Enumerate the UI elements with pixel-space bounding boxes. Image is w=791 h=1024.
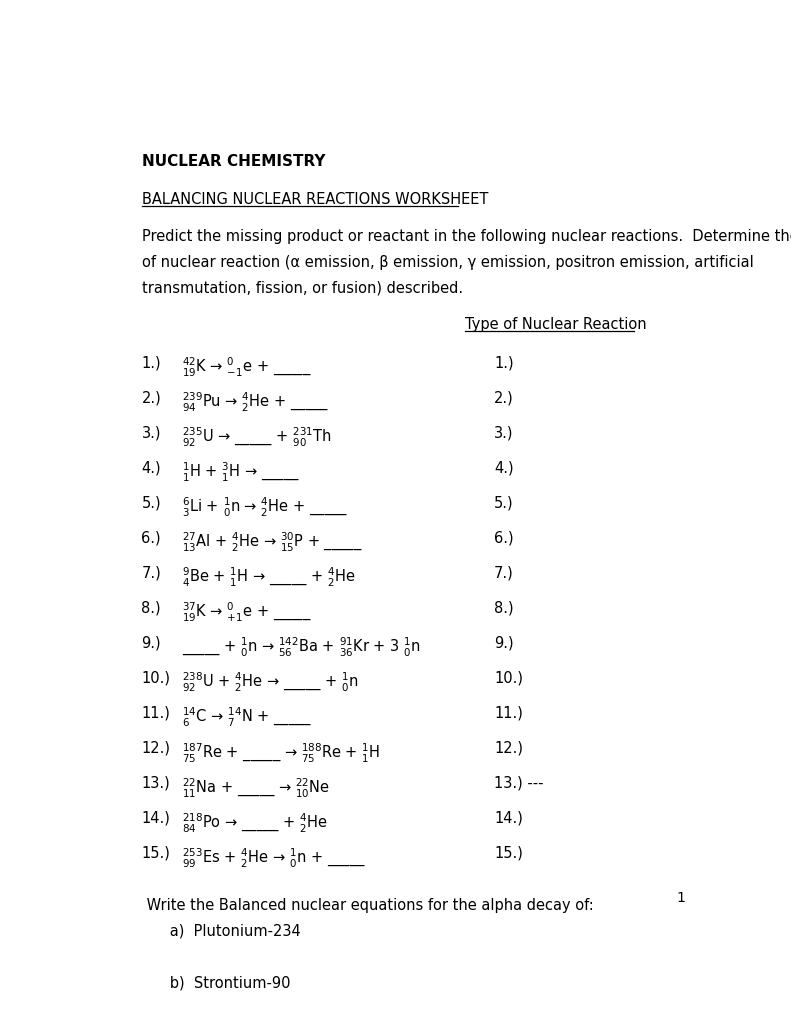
Text: 15.): 15.) <box>142 846 170 861</box>
Text: b)  Strontium-90: b) Strontium-90 <box>142 975 290 990</box>
Text: $^{235}_{92}$U → _____ + $^{231}_{90}$Th: $^{235}_{92}$U → _____ + $^{231}_{90}$Th <box>182 426 331 449</box>
Text: $^{238}_{92}$U + $^{4}_{2}$He → _____ + $^{1}_{0}$n: $^{238}_{92}$U + $^{4}_{2}$He → _____ + … <box>182 671 358 693</box>
Text: $^{37}_{19}$K → $^{0}_{+1}$e + _____: $^{37}_{19}$K → $^{0}_{+1}$e + _____ <box>182 601 312 624</box>
Text: 14.): 14.) <box>142 811 170 826</box>
Text: $^{9}_{4}$Be + $^{1}_{1}$H → _____ + $^{4}_{2}$He: $^{9}_{4}$Be + $^{1}_{1}$H → _____ + $^{… <box>182 565 356 589</box>
Text: 1.): 1.) <box>494 355 513 371</box>
Text: $^{22}_{11}$Na + _____ → $^{22}_{10}$Ne: $^{22}_{11}$Na + _____ → $^{22}_{10}$Ne <box>182 776 330 799</box>
Text: $^{42}_{19}$K → $^{0}_{-1}$e + _____: $^{42}_{19}$K → $^{0}_{-1}$e + _____ <box>182 355 312 378</box>
Text: 8.): 8.) <box>142 601 161 615</box>
Text: 3.): 3.) <box>142 426 161 440</box>
Text: 11.): 11.) <box>142 706 170 721</box>
Text: 8.): 8.) <box>494 601 513 615</box>
Text: $^{1}_{1}$H + $^{3}_{1}$H → _____: $^{1}_{1}$H + $^{3}_{1}$H → _____ <box>182 461 300 483</box>
Text: 9.): 9.) <box>494 636 513 650</box>
Text: 1: 1 <box>676 891 685 905</box>
Text: transmutation, fission, or fusion) described.: transmutation, fission, or fusion) descr… <box>142 281 463 296</box>
Text: 7.): 7.) <box>494 565 514 581</box>
Text: 5.): 5.) <box>142 496 161 511</box>
Text: a)  Plutonium-234: a) Plutonium-234 <box>142 924 301 939</box>
Text: 13.) ---: 13.) --- <box>494 776 543 791</box>
Text: $^{239}_{94}$Pu → $^{4}_{2}$He + _____: $^{239}_{94}$Pu → $^{4}_{2}$He + _____ <box>182 390 329 413</box>
Text: 15.): 15.) <box>494 846 523 861</box>
Text: 6.): 6.) <box>494 530 513 546</box>
Text: 12.): 12.) <box>494 740 523 756</box>
Text: _____ + $^{1}_{0}$n → $^{142}_{56}$Ba + $^{91}_{36}$Kr + 3 $^{1}_{0}$n: _____ + $^{1}_{0}$n → $^{142}_{56}$Ba + … <box>182 636 421 658</box>
Text: 12.): 12.) <box>142 740 171 756</box>
Text: 4.): 4.) <box>142 461 161 475</box>
Text: $^{187}_{75}$Re + _____ → $^{188}_{75}$Re + $^{1}_{1}$H: $^{187}_{75}$Re + _____ → $^{188}_{75}$R… <box>182 740 380 764</box>
Text: 11.): 11.) <box>494 706 523 721</box>
Text: $^{27}_{13}$Al + $^{4}_{2}$He → $^{30}_{15}$P + _____: $^{27}_{13}$Al + $^{4}_{2}$He → $^{30}_{… <box>182 530 362 553</box>
Text: 10.): 10.) <box>142 671 171 686</box>
Text: $^{14}_{6}$C → $^{14}_{7}$N + _____: $^{14}_{6}$C → $^{14}_{7}$N + _____ <box>182 706 312 728</box>
Text: 5.): 5.) <box>494 496 513 511</box>
Text: 2.): 2.) <box>142 390 161 406</box>
Text: BALANCING NUCLEAR REACTIONS WORKSHEET: BALANCING NUCLEAR REACTIONS WORKSHEET <box>142 193 488 207</box>
Text: 9.): 9.) <box>142 636 161 650</box>
Text: NUCLEAR CHEMISTRY: NUCLEAR CHEMISTRY <box>142 154 325 169</box>
Text: 13.): 13.) <box>142 776 170 791</box>
Text: 6.): 6.) <box>142 530 161 546</box>
Text: $^{253}_{99}$Es + $^{4}_{2}$He → $^{1}_{0}$n + _____: $^{253}_{99}$Es + $^{4}_{2}$He → $^{1}_{… <box>182 846 365 868</box>
Text: 10.): 10.) <box>494 671 523 686</box>
Text: 2.): 2.) <box>494 390 514 406</box>
Text: Type of Nuclear Reaction: Type of Nuclear Reaction <box>464 316 646 332</box>
Text: $^{218}_{84}$Po → _____ + $^{4}_{2}$He: $^{218}_{84}$Po → _____ + $^{4}_{2}$He <box>182 811 327 834</box>
Text: 3.): 3.) <box>494 426 513 440</box>
Text: $^{6}_{3}$Li + $^{1}_{0}$n → $^{4}_{2}$He + _____: $^{6}_{3}$Li + $^{1}_{0}$n → $^{4}_{2}$H… <box>182 496 348 518</box>
Text: 1.): 1.) <box>142 355 161 371</box>
Text: 7.): 7.) <box>142 565 161 581</box>
Text: 14.): 14.) <box>494 811 523 826</box>
Text: Write the Balanced nuclear equations for the alpha decay of:: Write the Balanced nuclear equations for… <box>142 898 593 912</box>
Text: of nuclear reaction (α emission, β emission, γ emission, positron emission, arti: of nuclear reaction (α emission, β emiss… <box>142 255 753 270</box>
Text: 4.): 4.) <box>494 461 513 475</box>
Text: Predict the missing product or reactant in the following nuclear reactions.  Det: Predict the missing product or reactant … <box>142 229 791 244</box>
